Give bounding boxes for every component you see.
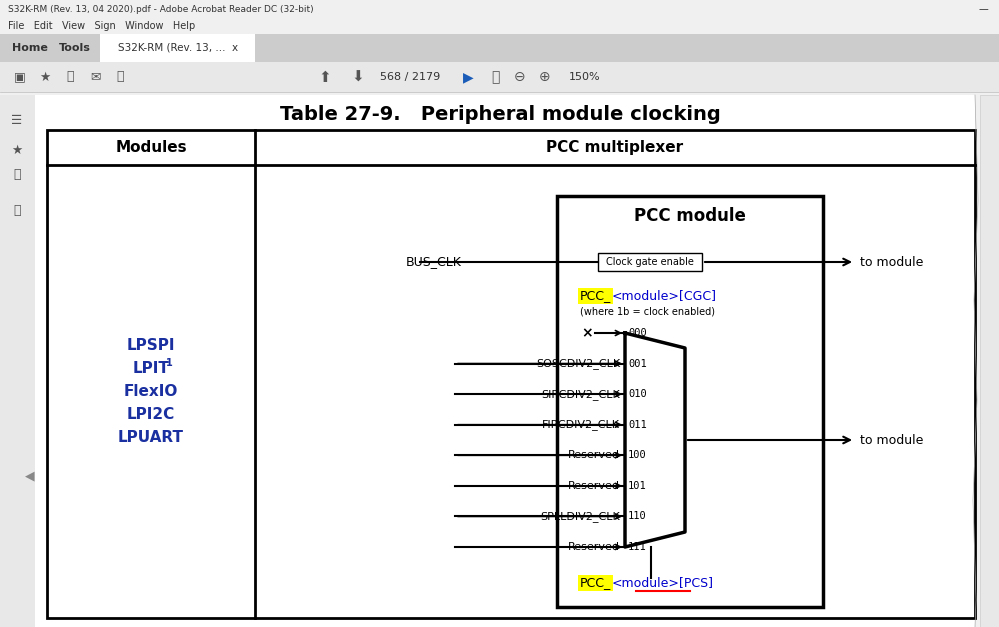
Text: ★: ★ (11, 144, 23, 157)
Text: PCC module: PCC module (634, 207, 746, 225)
Text: FlexIO: FlexIO (124, 384, 178, 399)
Text: ⬆: ⬆ (319, 70, 332, 85)
Text: 📎: 📎 (13, 204, 21, 216)
Text: Tools: Tools (59, 43, 91, 53)
Text: 1: 1 (166, 359, 173, 369)
Text: 🔖: 🔖 (13, 169, 21, 181)
Text: FIRCDIV2_CLK: FIRCDIV2_CLK (542, 419, 620, 430)
Text: to module: to module (860, 433, 923, 446)
Text: S32K-RM (Rev. 13, ...  x: S32K-RM (Rev. 13, ... x (118, 43, 238, 53)
Text: LPI2C: LPI2C (127, 407, 175, 422)
Bar (980, 95, 999, 627)
Bar (35, 95, 975, 627)
Text: LPIT: LPIT (133, 361, 170, 376)
Text: 010: 010 (628, 389, 646, 399)
Text: to module: to module (860, 255, 923, 268)
Text: Modules: Modules (115, 140, 187, 155)
Text: LPUART: LPUART (118, 430, 184, 445)
Text: (where 1b = clock enabled): (where 1b = clock enabled) (580, 306, 715, 316)
Bar (0, 0, 999, 18)
Text: 568 / 2179: 568 / 2179 (380, 72, 441, 82)
Text: ▶: ▶ (463, 70, 474, 84)
Text: ⊕: ⊕ (539, 70, 550, 84)
Text: Table 27-9.   Peripheral module clocking: Table 27-9. Peripheral module clocking (280, 105, 720, 125)
Text: Home: Home (12, 43, 48, 53)
Text: SPLLDIV2_CLK: SPLLDIV2_CLK (540, 511, 620, 522)
Text: ✉: ✉ (90, 70, 100, 83)
Text: ⊖: ⊖ (514, 70, 525, 84)
Text: 000: 000 (628, 328, 646, 338)
Text: <module>[CGC]: <module>[CGC] (612, 290, 717, 302)
Bar (47, 130, 975, 618)
Text: 🖨: 🖨 (66, 70, 74, 83)
Text: ⬇: ⬇ (352, 70, 365, 85)
Text: ▣: ▣ (14, 70, 26, 83)
Bar (100, 34, 255, 62)
Text: 011: 011 (628, 419, 646, 429)
Bar (598, 253, 702, 271)
Text: ◀: ◀ (25, 470, 35, 483)
Bar (0, 34, 999, 62)
Bar (0, 18, 999, 34)
Text: 100: 100 (628, 450, 646, 460)
Text: ✋: ✋ (491, 70, 500, 84)
Text: 111: 111 (628, 542, 646, 552)
Text: 110: 110 (628, 512, 646, 522)
Text: 101: 101 (628, 481, 646, 491)
Text: 001: 001 (628, 359, 646, 369)
Text: —: — (978, 4, 988, 14)
Text: PCC_: PCC_ (580, 290, 611, 302)
Bar (0, 95, 35, 627)
Text: PCC_: PCC_ (580, 576, 611, 589)
Text: 150%: 150% (569, 72, 600, 82)
Text: PCC multiplexer: PCC multiplexer (546, 140, 683, 155)
Text: S32K-RM (Rev. 13, 04 2020).pdf - Adobe Acrobat Reader DC (32-bit): S32K-RM (Rev. 13, 04 2020).pdf - Adobe A… (8, 4, 314, 14)
Bar (0, 62, 999, 92)
Text: File   Edit   View   Sign   Window   Help: File Edit View Sign Window Help (8, 21, 195, 31)
Text: ☰: ☰ (11, 113, 23, 127)
Text: SOSCDIV2_CLK: SOSCDIV2_CLK (535, 358, 620, 369)
Text: 🔍: 🔍 (116, 70, 124, 83)
Text: Clock gate enable: Clock gate enable (606, 257, 694, 267)
Text: Reserved: Reserved (568, 542, 620, 552)
Text: ★: ★ (39, 70, 51, 83)
Bar (557, 196, 823, 607)
Text: Reserved: Reserved (568, 450, 620, 460)
Text: Reserved: Reserved (568, 481, 620, 491)
Text: BUS_CLK: BUS_CLK (407, 255, 462, 268)
Text: ×: × (581, 326, 592, 340)
Text: SIRCDIV2_CLK: SIRCDIV2_CLK (541, 389, 620, 399)
Text: <module>[PCS]: <module>[PCS] (612, 576, 714, 589)
Text: LPSPI: LPSPI (127, 338, 175, 353)
